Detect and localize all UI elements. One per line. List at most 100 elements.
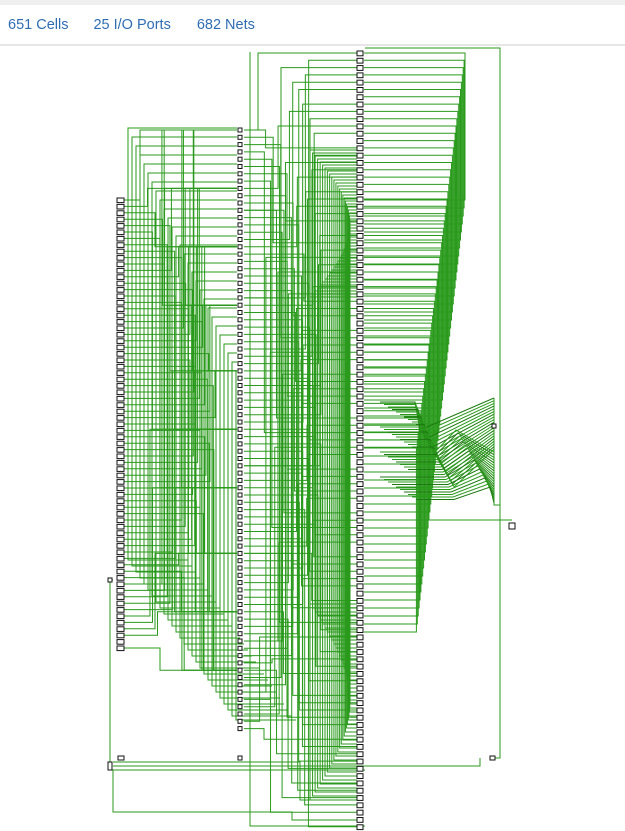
input-port-cell[interactable] [116,581,125,588]
left-cell[interactable] [237,434,243,440]
left-cell[interactable] [237,689,243,695]
left-cell[interactable] [237,266,243,272]
left-cell[interactable] [237,324,243,330]
left-cell[interactable] [237,667,243,673]
input-port-cell[interactable] [116,370,125,376]
right-cell[interactable] [356,400,364,407]
input-port-cell[interactable] [116,466,125,472]
input-port-cell[interactable] [116,568,125,575]
right-cell[interactable] [356,181,364,188]
schematic-canvas[interactable] [0,46,625,831]
input-port-cell[interactable] [116,472,125,479]
cells-count-link[interactable]: 651 Cells [8,16,69,33]
right-cell[interactable] [356,452,364,458]
left-cell[interactable] [237,426,243,432]
left-cell[interactable] [237,477,243,483]
left-cell[interactable] [237,696,243,702]
left-cell[interactable] [237,594,243,600]
right-cell[interactable] [356,554,364,561]
left-cell[interactable] [237,237,243,242]
right-cell[interactable] [356,291,364,298]
left-cell[interactable] [237,638,243,644]
left-cell[interactable] [237,507,243,513]
right-cell[interactable] [356,736,364,743]
left-cell[interactable] [237,499,243,505]
left-cell[interactable] [237,470,243,476]
input-port-cell[interactable] [116,402,125,408]
right-cell[interactable] [356,349,364,356]
input-port-cell[interactable] [116,261,125,268]
right-cell[interactable] [356,495,364,502]
left-cell[interactable] [237,536,243,542]
input-port-cell[interactable] [116,555,125,562]
left-cell[interactable] [237,229,243,235]
left-cell[interactable] [237,404,243,410]
right-cell[interactable] [356,371,364,378]
right-cell[interactable] [356,714,364,721]
right-cell[interactable] [356,707,364,714]
io-port-pin[interactable] [107,577,113,583]
right-cell[interactable] [356,225,364,232]
right-cell[interactable] [356,116,364,122]
right-cell[interactable] [356,408,364,415]
right-cell[interactable] [356,269,364,276]
input-port-cell[interactable] [116,376,125,383]
left-cell[interactable] [237,375,243,381]
left-cell[interactable] [237,317,243,323]
right-cell[interactable] [356,320,364,327]
left-cell[interactable] [237,514,243,520]
right-cell[interactable] [356,335,364,342]
io-port-pin[interactable] [107,761,113,771]
input-port-cell[interactable] [116,459,125,466]
right-cell[interactable] [356,160,364,166]
left-cell[interactable] [237,222,243,228]
left-cell[interactable] [237,485,243,491]
input-port-cell[interactable] [116,383,125,389]
right-cell[interactable] [356,641,364,648]
input-port-cell[interactable] [116,562,125,568]
input-port-cell[interactable] [116,575,125,581]
left-cell[interactable] [237,412,243,418]
left-cell[interactable] [237,660,243,666]
right-cell[interactable] [356,57,364,64]
right-cell[interactable] [356,138,364,144]
right-cell[interactable] [356,50,364,57]
right-cell[interactable] [356,459,364,466]
input-port-cell[interactable] [116,479,125,485]
input-port-cell[interactable] [116,287,125,293]
right-cell[interactable] [356,649,364,655]
right-cell[interactable] [356,583,364,590]
input-port-cell[interactable] [116,600,125,607]
left-cell[interactable] [237,456,243,461]
input-port-cell[interactable] [116,229,125,236]
input-port-cell[interactable] [116,440,125,447]
right-cell[interactable] [356,233,364,239]
right-cell[interactable] [356,247,364,254]
input-port-cell[interactable] [116,427,125,434]
right-cell[interactable] [356,634,364,641]
input-port-cell[interactable] [116,632,125,639]
left-cell[interactable] [237,645,243,651]
left-cell[interactable] [237,331,243,337]
left-cell[interactable] [237,441,243,447]
right-cell[interactable] [356,379,364,385]
input-port-cell[interactable] [116,344,125,351]
right-cell[interactable] [356,65,364,71]
input-port-cell[interactable] [116,523,125,530]
input-port-cell[interactable] [116,255,125,261]
left-cell[interactable] [237,492,243,498]
right-cell[interactable] [356,145,364,152]
right-cell[interactable] [356,108,364,115]
right-cell[interactable] [356,619,364,626]
left-cell[interactable] [237,529,243,534]
input-port-cell[interactable] [116,216,125,223]
left-cell[interactable] [237,258,243,264]
left-cell[interactable] [237,397,243,403]
left-cell[interactable] [237,558,243,564]
right-cell[interactable] [356,663,364,670]
left-cell[interactable] [237,565,243,571]
input-port-cell[interactable] [116,504,125,511]
right-cell[interactable] [356,671,364,677]
right-cell[interactable] [356,189,364,195]
left-cell[interactable] [237,280,243,286]
